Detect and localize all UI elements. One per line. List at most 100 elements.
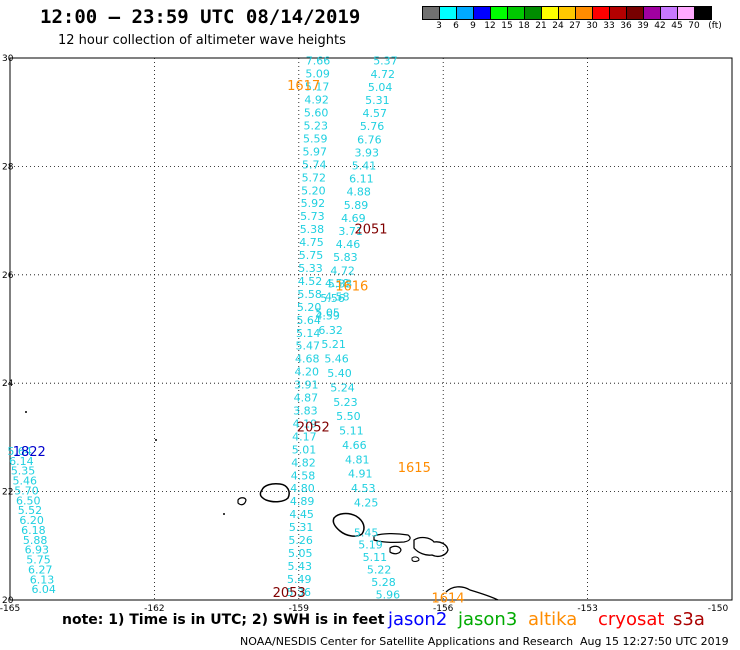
wave-height-value: 5.26 — [288, 534, 313, 547]
footer-credit: NOAA/NESDIS Center for Satellite Applica… — [240, 635, 574, 648]
wave-height-value: 6.32 — [318, 324, 343, 337]
wave-height-value: 5.23 — [303, 119, 328, 132]
wave-height-value: 6.20 — [19, 514, 44, 527]
wave-height-value: 5.33 — [328, 277, 353, 290]
wave-height-value: 4.80 — [290, 482, 315, 495]
wave-height-value: 5.46 — [324, 353, 349, 366]
atoll-dot — [155, 439, 157, 441]
wave-height-value: 5.33 — [298, 262, 323, 275]
island-oahu — [332, 512, 365, 537]
island-kahoolawe — [411, 556, 420, 562]
wave-height-value: 5.31 — [289, 521, 314, 534]
wave-height-value: 3.71 — [338, 225, 363, 238]
island-niihau — [237, 497, 247, 506]
wave-height-value: 4.59 — [315, 309, 340, 322]
wave-height-value: 6.04 — [31, 583, 56, 596]
wave-height-value: 5.72 — [302, 171, 327, 184]
wave-height-value: 5.50 — [336, 410, 361, 423]
wave-height-value: 4.66 — [342, 439, 367, 452]
lat-tick-label: 22 — [2, 488, 13, 498]
legend-label: 39 — [637, 21, 649, 31]
lat-tick-label: 26 — [2, 271, 14, 281]
wave-height-value: 4.52 — [298, 275, 323, 288]
legend-unit: (ft) — [708, 21, 722, 31]
wave-height-value: 4.53 — [351, 482, 376, 495]
grid-lines — [10, 58, 732, 600]
wave-height-value: 6.13 — [30, 573, 55, 586]
wave-height-value: 4.87 — [294, 392, 319, 405]
wave-height-value: 4.92 — [304, 94, 329, 107]
axis-ticks: -165 -162 -159 -156 -153 -150 20 22 24 26 28 30 — [0, 54, 728, 614]
wave-height-value: 5.96 — [376, 589, 401, 602]
legend-label: 12 — [484, 21, 496, 31]
lat-tick-label: 28 — [2, 162, 14, 172]
wave-height-value: 6.76 — [357, 133, 382, 146]
atoll-dot — [25, 411, 27, 413]
track-time-label: 1822 — [13, 445, 46, 460]
wave-height-value: 5.49 — [287, 573, 312, 586]
wave-height-value: 5.46 — [13, 475, 38, 488]
legend-label: 24 — [552, 21, 564, 31]
satellite-label: jason3 — [458, 609, 518, 630]
track-time-label: 1617 — [287, 79, 320, 94]
wave-height-value: 5.45 — [354, 526, 379, 539]
wave-height-value: 5.28 — [371, 576, 396, 589]
lat-tick-label: 24 — [2, 379, 14, 389]
island-kauai — [259, 483, 290, 503]
wave-height-value: 5.76 — [360, 120, 385, 133]
track-time-label: 2051 — [354, 223, 387, 238]
wave-height-value: 5.41 — [352, 159, 377, 172]
wave-height-value: 4.57 — [362, 107, 387, 120]
wave-height-value: 5.56 — [320, 292, 345, 305]
wave-height-value: 5.43 — [287, 560, 312, 573]
wave-height-value: 5.17 — [305, 81, 330, 94]
wave-height-value: 5.24 — [330, 381, 355, 394]
island-lanai — [389, 545, 402, 555]
legend-label: 45 — [671, 21, 683, 31]
wave-height-value: 5.20 — [301, 184, 326, 197]
wave-height-value: 5.60 — [304, 107, 329, 120]
lon-tick-label: -150 — [708, 604, 729, 614]
wave-height-value: 5.97 — [303, 145, 328, 158]
lon-tick-label: -159 — [289, 604, 310, 614]
wave-height-value: 4.72 — [371, 68, 396, 81]
wave-height-value: 4.46 — [336, 238, 361, 251]
wave-height-value: 5.83 — [333, 251, 358, 264]
wave-height-value: 5.52 — [18, 504, 43, 517]
legend-swatches — [422, 6, 712, 20]
wave-height-value: 5.09 — [305, 68, 330, 81]
wave-height-value: 5.92 — [301, 197, 326, 210]
lon-tick-label: -156 — [433, 604, 454, 614]
satellite-label: s3a — [673, 609, 705, 630]
track-time-label: 2052 — [297, 421, 330, 436]
wave-height-value: 5.47 — [295, 340, 320, 353]
wave-height-value: 5.31 — [365, 94, 390, 107]
wave-height-value: 4.81 — [345, 453, 370, 466]
wave-height-value: 6.93 — [25, 544, 50, 557]
lat-tick-label: 30 — [2, 54, 14, 64]
wave-height-value: 5.05 — [288, 547, 313, 560]
wave-height-value: 5.64 — [296, 314, 321, 327]
chart-title: 12:00 – 23:59 UTC 08/14/2019 — [40, 6, 361, 28]
wave-height-value: 5.89 — [344, 199, 369, 212]
wave-height-value: 5.37 — [373, 55, 398, 68]
satellite-label: jason2 — [388, 609, 448, 630]
wave-height-value: 5.70 — [14, 484, 39, 497]
legend-swatch — [694, 6, 712, 20]
legend-label: 15 — [501, 21, 513, 31]
track-time-label: 1616 — [335, 280, 368, 295]
wave-height-value: 4.91 — [348, 468, 373, 481]
lat-tick-label: 20 — [2, 596, 14, 606]
wave-height-value: 5.36 — [287, 586, 312, 599]
track-time-label: 2053 — [273, 586, 306, 601]
island-maui — [413, 536, 449, 557]
wave-height-value: 4.19 — [293, 417, 318, 430]
wave-height-value: 5.73 — [300, 210, 325, 223]
wave-height-value: 4.58 — [325, 277, 350, 290]
wave-height-value: 4.72 — [330, 264, 355, 277]
lon-tick-label: -165 — [0, 604, 20, 614]
wave-height-value: 5.64 — [7, 445, 32, 458]
wave-height-value: 6.11 — [349, 173, 374, 186]
atoll-dot — [223, 513, 225, 515]
